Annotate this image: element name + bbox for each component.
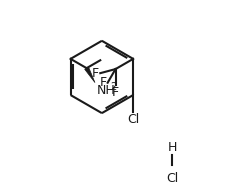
Text: NH: NH — [96, 83, 115, 96]
Text: 2: 2 — [110, 82, 117, 92]
Text: Cl: Cl — [165, 172, 178, 185]
Text: F: F — [92, 67, 99, 80]
Text: F: F — [111, 86, 119, 99]
Polygon shape — [84, 67, 94, 83]
Text: Cl: Cl — [126, 113, 139, 126]
Text: F: F — [99, 76, 106, 89]
Text: H: H — [167, 141, 176, 154]
